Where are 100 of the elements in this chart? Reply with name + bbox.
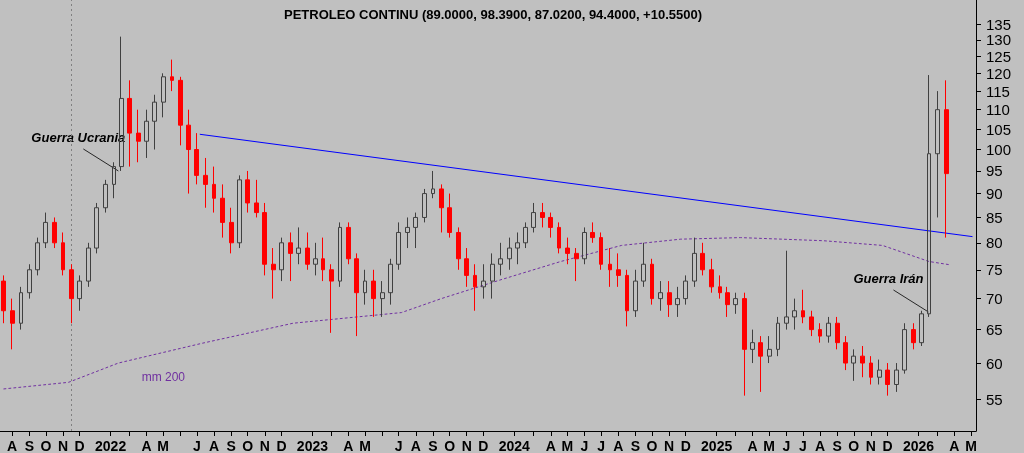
x-tick-label: O xyxy=(646,438,658,453)
x-tick-label: J xyxy=(192,438,201,453)
candlestick xyxy=(144,109,149,159)
candlestick xyxy=(667,280,672,318)
y-tick-label: 110 xyxy=(986,101,1010,119)
candlestick xyxy=(633,269,638,318)
x-tick-label: A xyxy=(949,438,960,453)
candlestick xyxy=(944,79,949,239)
x-tick-label: D xyxy=(478,438,489,453)
x-tick-label: A xyxy=(208,438,220,453)
candlestick xyxy=(161,72,166,118)
candlestick xyxy=(935,90,940,218)
candlestick xyxy=(329,263,334,334)
candlestick xyxy=(758,335,763,393)
x-tick-label: S xyxy=(630,438,641,453)
candlestick xyxy=(523,221,528,249)
candlestick xyxy=(305,231,310,271)
x-tick-label: N xyxy=(865,438,876,453)
x-tick-label: 2024 xyxy=(498,438,531,453)
candlestick xyxy=(860,345,865,378)
candlestick xyxy=(152,94,157,151)
candlestick xyxy=(431,170,435,199)
candlestick xyxy=(212,166,216,214)
candlestick xyxy=(279,237,284,282)
y-tick-label: 125 xyxy=(986,47,1012,65)
candlestick xyxy=(582,226,587,265)
candlestick xyxy=(405,216,410,249)
candlestick xyxy=(658,280,663,312)
candlestick xyxy=(220,183,225,239)
x-tick-label: O xyxy=(242,438,254,453)
candlestick xyxy=(447,193,452,239)
candlestick xyxy=(371,269,376,318)
candlestick xyxy=(725,286,730,318)
candlestick xyxy=(709,258,714,294)
candlestick xyxy=(473,263,477,312)
x-tick-label: J xyxy=(580,438,589,453)
candlestick xyxy=(229,207,234,254)
candlestick xyxy=(826,316,831,344)
candlestick xyxy=(809,310,814,337)
x-tick-label: 2023 xyxy=(296,438,329,453)
candlestick xyxy=(590,221,595,244)
annotation: Guerra Irán xyxy=(853,270,924,286)
candlestick xyxy=(869,355,873,385)
candlestick xyxy=(843,335,848,371)
x-tick-label: N xyxy=(664,438,675,453)
x-tick-label: S xyxy=(226,438,236,453)
x-tick-label: O xyxy=(848,438,860,453)
x-tick-label: A xyxy=(7,438,18,453)
x-tick-label: M xyxy=(359,438,371,453)
candlestick xyxy=(413,212,418,249)
candlestick xyxy=(77,274,82,312)
candlestick xyxy=(750,329,755,364)
candlestick xyxy=(531,202,536,233)
y-tick-label: 95 xyxy=(986,162,1003,180)
candlestick xyxy=(1,274,6,324)
candlestick xyxy=(507,237,512,271)
series-label: mm 200 xyxy=(141,370,186,385)
x-tick-label: D xyxy=(74,438,85,453)
candlestick xyxy=(540,202,545,228)
candlestick xyxy=(338,221,342,288)
candlestick xyxy=(616,252,621,288)
x-tick-label: S xyxy=(832,438,842,453)
candlestick xyxy=(767,335,772,364)
candlestick xyxy=(574,247,579,282)
candlestick xyxy=(262,202,267,276)
text: PETROLEO CONTINU (89.0000, 98.3900, 87.0200, 94.4000, +10.5500) xyxy=(283,7,703,22)
x-tick-label: N xyxy=(57,438,69,453)
x-tick-label: J xyxy=(782,438,791,453)
candlestick xyxy=(894,362,899,393)
x-tick-label: J xyxy=(597,438,605,453)
candlestick xyxy=(456,226,461,271)
candlestick xyxy=(170,59,174,92)
candlestick xyxy=(902,322,907,375)
candlestick xyxy=(103,179,108,214)
x-tick-label: S xyxy=(428,438,438,453)
candlestick xyxy=(557,221,561,254)
candlestick xyxy=(86,242,91,288)
y-tick-label: 130 xyxy=(986,31,1012,49)
candlestick xyxy=(136,109,141,163)
line-series xyxy=(3,237,951,390)
candlestick xyxy=(818,322,822,344)
candlestick xyxy=(851,348,856,382)
y-tick-label: 120 xyxy=(986,64,1012,82)
x-tick-label: N xyxy=(461,438,472,453)
candlestick xyxy=(237,174,242,249)
candlestick xyxy=(27,263,32,300)
candlestick xyxy=(296,226,301,265)
x-tick-label: D xyxy=(882,438,893,453)
y-tick-label: 65 xyxy=(986,321,1003,339)
candlestick xyxy=(43,212,48,249)
x-tick-label: A xyxy=(613,438,624,453)
candlestick xyxy=(885,362,890,397)
x-tick-label: D xyxy=(680,438,691,453)
x-tick-label: M xyxy=(965,438,977,453)
candlestick xyxy=(35,237,40,276)
candlestick xyxy=(919,310,924,347)
candlestick xyxy=(52,216,57,249)
candlestick xyxy=(927,74,931,318)
y-tick-label: 70 xyxy=(986,290,1003,308)
y-tick-label: 90 xyxy=(986,185,1003,203)
